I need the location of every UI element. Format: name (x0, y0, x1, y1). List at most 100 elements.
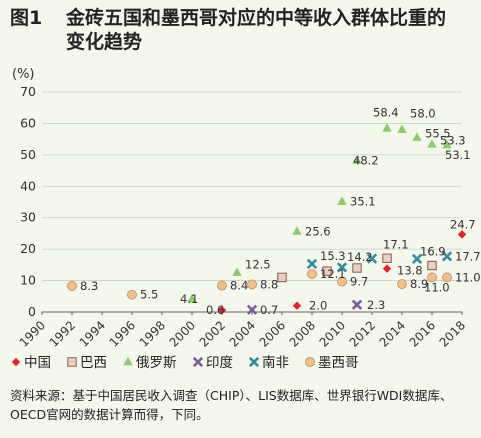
data-label: 0.7 (260, 303, 278, 317)
data-point (187, 293, 197, 303)
legend-marker (11, 357, 21, 367)
data-point (337, 276, 347, 287)
data-point (427, 260, 437, 271)
x-tick-label: 2006 (257, 318, 288, 349)
x-tick-label: 2012 (347, 318, 378, 349)
data-point (382, 253, 392, 263)
data-label: 8.9 (410, 277, 428, 291)
y-tick-label: 60 (20, 115, 36, 130)
data-point (397, 124, 407, 133)
data-label: 4.1 (180, 292, 198, 306)
data-label: 8.4 (230, 279, 248, 293)
y-tick-label: 40 (20, 178, 36, 193)
x-tick-label: 1994 (77, 318, 108, 349)
data-point (232, 267, 242, 276)
data-point (337, 196, 347, 205)
x-tick-label: 1990 (17, 318, 48, 349)
data-point (246, 304, 258, 315)
y-axis-unit-label: (%) (12, 67, 35, 82)
data-point (306, 258, 318, 270)
legend-marker (305, 357, 315, 367)
y-tick-label: 50 (20, 147, 36, 162)
data-label: 53.1 (445, 148, 471, 162)
data-label: 48.2 (353, 154, 379, 168)
x-tick-label: 1996 (107, 318, 138, 349)
legend-label: 南非 (262, 355, 289, 371)
x-tick-label: 2000 (167, 318, 198, 349)
figure-label: 图1 (10, 7, 43, 29)
data-point (217, 280, 227, 291)
data-point (382, 123, 392, 132)
legend-label: 印度 (206, 355, 233, 371)
data-label: 8.8 (260, 277, 278, 291)
legend-label: 巴西 (80, 355, 107, 371)
data-point (441, 251, 453, 262)
data-point (247, 279, 257, 290)
data-point (397, 279, 407, 289)
y-tick-label: 20 (20, 241, 36, 256)
legend-label: 墨西哥 (318, 355, 359, 371)
chart-title: 金砖五国和墨西哥对应的中等收入群体比重的变化趋势 (66, 7, 447, 53)
x-tick-label: 2010 (317, 318, 348, 349)
data-label: 14.2 (347, 250, 373, 264)
data-label: 2.0 (309, 299, 327, 313)
x-tick-label: 2002 (197, 318, 228, 349)
data-point (351, 299, 363, 310)
data-point (382, 264, 392, 273)
data-label: 11.0 (455, 270, 481, 284)
x-tick-label: 2004 (227, 318, 258, 349)
data-point (292, 301, 302, 310)
legend-marker (192, 356, 204, 368)
data-point (352, 263, 362, 273)
x-tick-label: 2018 (437, 318, 468, 349)
y-tick-label: 30 (20, 210, 36, 225)
data-label: 8.3 (80, 279, 98, 293)
data-label: 12.5 (245, 258, 271, 272)
data-point (307, 269, 317, 279)
data-label: 35.1 (350, 195, 376, 209)
x-tick-label: 2008 (287, 318, 318, 349)
data-point (427, 139, 437, 148)
data-point (277, 272, 287, 283)
x-tick-label: 2016 (407, 318, 438, 349)
data-label: 9.7 (350, 275, 368, 289)
data-label: 16.9 (420, 244, 446, 258)
data-point (442, 272, 452, 283)
data-point (427, 272, 437, 283)
data-label: 53.3 (440, 133, 466, 147)
x-tick-label: 2014 (377, 318, 408, 349)
data-label: 11.0 (424, 280, 450, 294)
data-point (336, 262, 348, 273)
data-label: 2.3 (367, 298, 385, 312)
data-label: 24.7 (450, 217, 476, 231)
data-point (217, 305, 227, 315)
data-point (352, 155, 362, 164)
legend-marker (248, 356, 260, 368)
source-note: 资料来源：基于中国居民收入调查（CHIP）、LIS数据库、世界银行WDI数据库、… (10, 388, 453, 422)
data-label: 25.6 (305, 225, 331, 239)
legend-marker (67, 357, 77, 367)
data-label: 58.4 (373, 105, 399, 119)
data-label: 12.1 (320, 267, 346, 281)
x-tick-label: 1992 (47, 318, 78, 349)
data-label: 55.5 (425, 127, 451, 141)
data-point (292, 226, 302, 235)
data-label: 5.5 (140, 288, 158, 302)
data-point (366, 253, 378, 264)
data-point (322, 266, 332, 276)
data-label: 0.6 (206, 303, 224, 317)
y-tick-label: 70 (20, 84, 36, 99)
data-point (411, 253, 423, 265)
data-label: 17.7 (455, 249, 481, 263)
data-point (67, 281, 77, 291)
data-point (442, 139, 452, 149)
data-label: 13.8 (397, 264, 423, 278)
data-point (127, 289, 137, 300)
legend-label: 中国 (24, 355, 51, 371)
data-label: 58.0 (410, 107, 436, 121)
figure-title-block: 图1 金砖五国和墨西哥对应的中等收入群体比重的变化趋势 (10, 6, 470, 54)
data-point (457, 230, 467, 239)
y-tick-label: 10 (20, 273, 36, 288)
y-tick-label: 0 (28, 304, 36, 319)
data-label: 17.1 (383, 237, 409, 251)
